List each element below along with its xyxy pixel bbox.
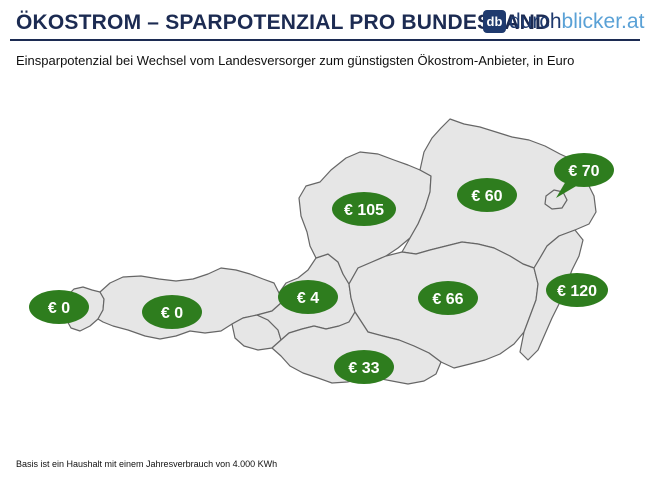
logo-wordmark-part2: blicker.at — [561, 10, 645, 33]
bubble-label-kaernten: € 33 — [348, 360, 379, 377]
bubble-kaernten: € 33 — [334, 350, 394, 384]
bubble-salzburg: € 4 — [278, 280, 338, 314]
bubble-tirol: € 0 — [142, 295, 202, 329]
bubble-oberoesterreich: € 105 — [332, 192, 396, 226]
logo-wordmark: durchblicker.at — [509, 10, 644, 33]
region-kaernten — [271, 311, 442, 385]
logo-wordmark-part1: durch — [509, 10, 562, 33]
value-bubbles: € 0 € 0 € 4 € 105 € 60 € 70 € 66 — [29, 153, 614, 384]
bubble-label-salzburg: € 4 — [297, 290, 319, 307]
bubble-label-burgenland: € 120 — [557, 283, 597, 300]
bubble-label-tirol: € 0 — [161, 305, 183, 322]
bubble-label-niederoesterreich: € 60 — [471, 188, 502, 205]
bubble-label-wien: € 70 — [568, 163, 599, 180]
bubble-wien: € 70 — [554, 153, 614, 198]
bubble-steiermark: € 66 — [418, 281, 478, 315]
bubble-label-vorarlberg: € 0 — [48, 300, 70, 317]
bubble-burgenland: € 120 — [546, 273, 608, 307]
bubble-vorarlberg: € 0 — [29, 290, 89, 324]
title-divider — [10, 39, 640, 41]
bubble-niederoesterreich: € 60 — [457, 178, 517, 212]
bubble-label-oberoesterreich: € 105 — [344, 202, 384, 219]
footnote: Basis ist ein Haushalt mit einem Jahresv… — [16, 459, 278, 469]
page-title: ÖKOSTROM – SPARPOTENZIAL PRO BUNDESLAND — [16, 11, 551, 34]
durchblicker-logo[interactable]: db durchblicker.at — [483, 10, 644, 33]
bubble-label-steiermark: € 66 — [432, 291, 463, 308]
map-subtitle: Einsparpotenzial bei Wechsel vom Landesv… — [16, 53, 575, 68]
logo-badge-icon: db — [483, 10, 506, 33]
